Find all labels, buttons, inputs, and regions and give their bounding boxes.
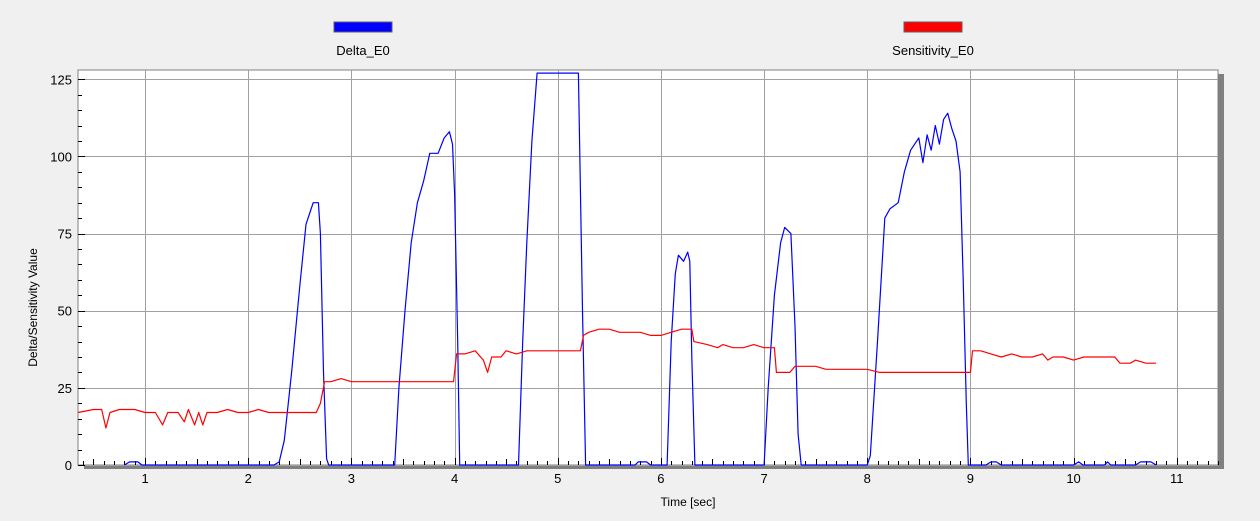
x-axis-tick-labels: 1 2 3 4 5 6 7 8 9 10 11 — [141, 471, 1183, 486]
x-tick-label: 5 — [554, 471, 561, 486]
x-tick-label: 8 — [864, 471, 871, 486]
y-tick-label: 25 — [58, 381, 72, 396]
legend: Delta_E0 Sensitivity_E0 — [333, 21, 974, 58]
series-line-sensitivity — [77, 328, 1157, 429]
minor-ticks — [78, 79, 1219, 466]
y-axis-title: Delta/Sensitivity Value — [26, 248, 40, 367]
x-tick-label: 7 — [760, 471, 767, 486]
x-tick-label: 1 — [141, 471, 148, 486]
x-tick-label: 11 — [1170, 471, 1184, 486]
x-tick-label: 9 — [967, 471, 974, 486]
series-layer — [77, 72, 1157, 466]
y-tick-label: 100 — [50, 149, 72, 164]
y-tick-label: 50 — [58, 304, 72, 319]
legend-label-delta: Delta_E0 — [336, 43, 389, 58]
plot-area — [77, 69, 1219, 466]
x-axis-title: Time [sec] — [661, 495, 716, 509]
x-tick-label: 6 — [657, 471, 664, 486]
x-tick-label: 3 — [348, 471, 355, 486]
legend-label-sensitivity: Sensitivity_E0 — [892, 43, 974, 58]
series-line-delta — [124, 72, 1157, 466]
x-tick-label: 10 — [1066, 471, 1080, 486]
y-tick-label: 0 — [65, 458, 72, 473]
legend-swatch-sensitivity — [903, 21, 963, 33]
x-tick-label: 2 — [245, 471, 252, 486]
x-tick-label: 4 — [451, 471, 458, 486]
y-axis-tick-labels: 0 25 50 75 100 125 — [50, 72, 72, 473]
y-tick-label: 75 — [58, 227, 72, 242]
grid — [78, 70, 1218, 466]
y-tick-label: 125 — [50, 72, 72, 87]
legend-swatch-delta — [333, 21, 393, 33]
